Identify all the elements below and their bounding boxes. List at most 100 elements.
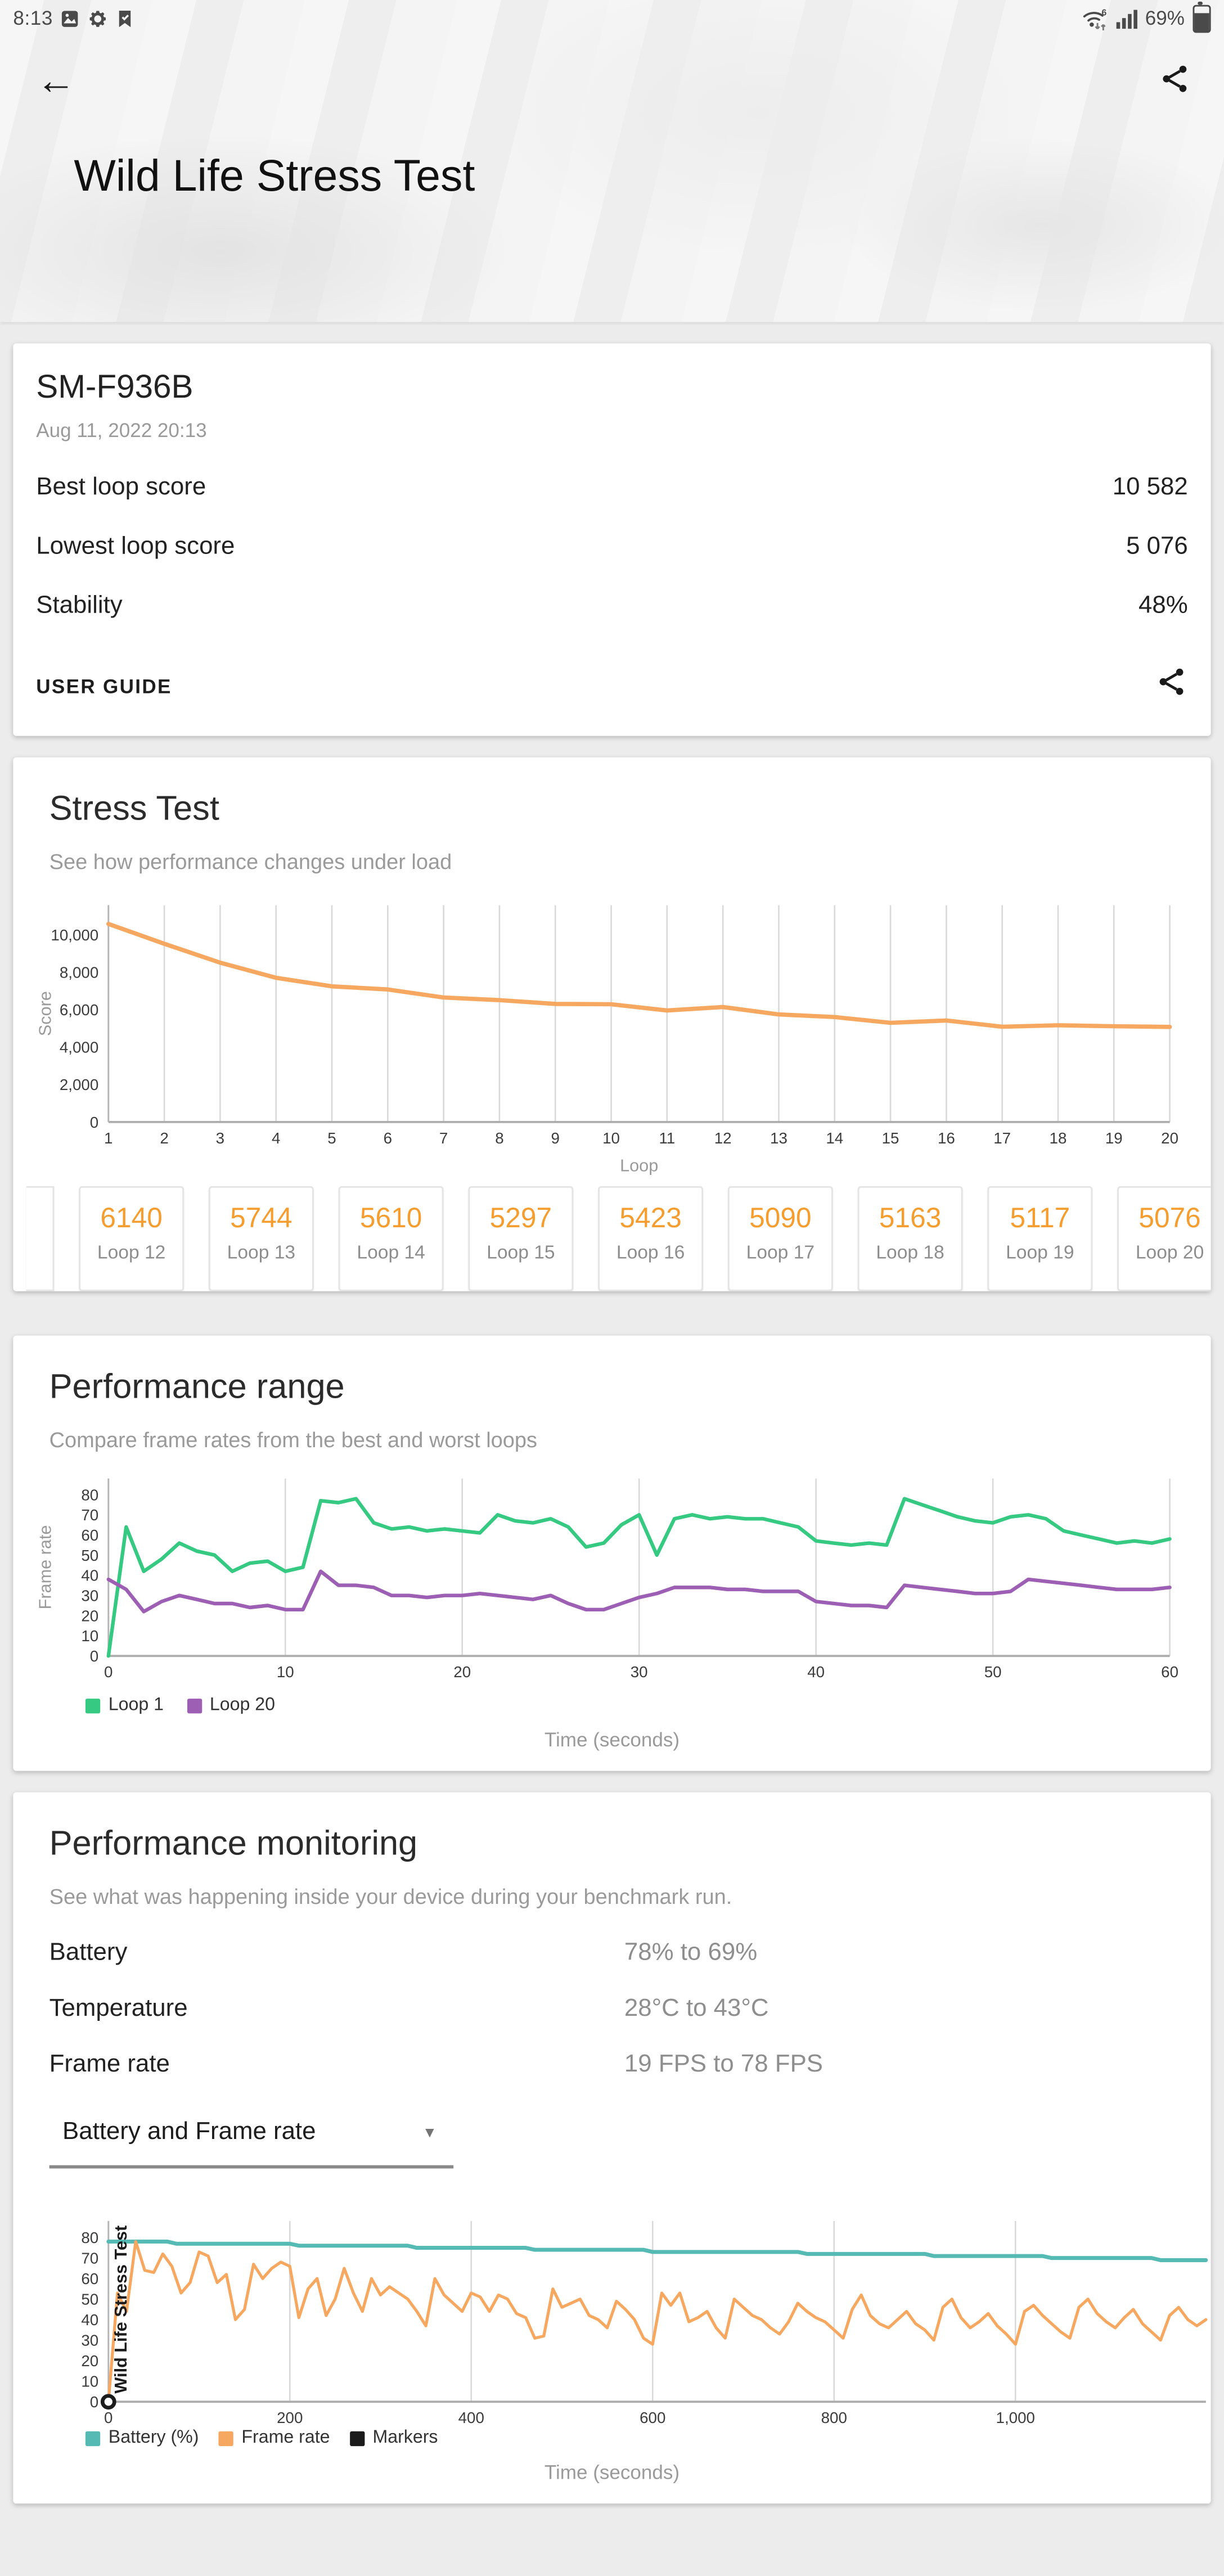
svg-text:0: 0	[90, 2393, 98, 2411]
svg-text:Frame rate: Frame rate	[36, 1525, 55, 1609]
chip-label: Loop 19	[1006, 1244, 1074, 1264]
best-loop-score-value: 10 582	[1112, 473, 1188, 501]
framerate-swatch	[218, 2430, 233, 2446]
svg-text:50: 50	[984, 1663, 1002, 1681]
svg-text:80: 80	[81, 1486, 98, 1503]
result-datetime: Aug 11, 2022 20:13	[36, 418, 207, 442]
loop-chip: 5610 Loop 14	[338, 1186, 444, 1291]
svg-text:12: 12	[714, 1129, 732, 1147]
svg-text:Score: Score	[36, 991, 55, 1036]
svg-text:60: 60	[81, 2270, 98, 2287]
svg-text:13: 13	[770, 1129, 788, 1147]
flag-check-icon	[115, 7, 135, 29]
legend-battery: Battery (%)	[85, 2428, 199, 2448]
svg-text:10: 10	[81, 2373, 98, 2390]
chip-label: Loop 13	[227, 1244, 296, 1264]
svg-text:400: 400	[458, 2409, 484, 2425]
back-button[interactable]: ←	[36, 59, 76, 104]
device-name: SM-F936B	[36, 370, 194, 406]
svg-text:8,000: 8,000	[60, 963, 98, 981]
performance-monitoring-subtitle: See what was happening inside your devic…	[49, 1884, 732, 1909]
range-x-axis-label: Time (seconds)	[544, 1728, 680, 1751]
chip-label: Loop 16	[616, 1244, 685, 1264]
stress-test-title: Stress Test	[49, 790, 219, 828]
lowest-loop-score-value: 5 076	[1126, 532, 1188, 560]
user-guide-button[interactable]: USER GUIDE	[36, 674, 172, 697]
performance-monitoring-card: Performance monitoring See what was happ…	[13, 1792, 1211, 2504]
svg-text:17: 17	[993, 1129, 1011, 1147]
chip-label: Loop 18	[876, 1244, 944, 1264]
result-summary-card: SM-F936B Aug 11, 2022 20:13 Best loop sc…	[13, 343, 1211, 736]
svg-text:70: 70	[81, 1506, 98, 1524]
stress-test-subtitle: See how performance changes under load	[49, 849, 452, 874]
svg-text:7: 7	[439, 1129, 448, 1147]
svg-text:14: 14	[826, 1129, 843, 1147]
chip-score: 5423	[619, 1203, 682, 1234]
battery-icon	[1192, 1, 1211, 32]
svg-text:6: 6	[384, 1129, 392, 1147]
svg-text:Wild Life Stress Test: Wild Life Stress Test	[111, 2226, 130, 2394]
legend-loop20: Loop 20	[186, 1695, 275, 1715]
svg-text:10: 10	[81, 1627, 98, 1645]
share-icon[interactable]	[1158, 62, 1191, 103]
clock: 8:13	[13, 6, 53, 30]
loop-chip: 5744 Loop 13	[208, 1186, 314, 1291]
temperature-row: Temperature 28°C to 43°C	[49, 1994, 769, 2023]
share-result-icon[interactable]	[1155, 665, 1187, 706]
monitoring-legend: Battery (%) Frame rate Markers	[85, 2428, 1211, 2448]
svg-text:0: 0	[90, 1647, 98, 1665]
wifi6-updown-icon: 6	[1081, 6, 1109, 30]
chip-label: Loop 17	[746, 1244, 815, 1264]
svg-text:10: 10	[602, 1129, 620, 1147]
loop-chip: 5423 Loop 16	[598, 1186, 704, 1291]
svg-text:9: 9	[551, 1129, 560, 1147]
best-loop-score-row: Best loop score 10 582	[36, 473, 1187, 501]
photo-icon	[60, 7, 81, 29]
lowest-loop-score-row: Lowest loop score 5 076	[36, 532, 1187, 560]
svg-text:3: 3	[216, 1129, 224, 1147]
chip-score: 5163	[879, 1203, 942, 1234]
svg-text:20: 20	[81, 2352, 98, 2370]
metric-dropdown[interactable]: Battery and Frame rate ▼	[49, 2118, 454, 2169]
svg-text:5: 5	[327, 1129, 336, 1147]
chip-score: 5090	[749, 1203, 812, 1234]
svg-text:50: 50	[81, 1547, 98, 1564]
legend-markers: Markers	[349, 2428, 438, 2448]
svg-text:1: 1	[104, 1129, 112, 1147]
svg-text:18: 18	[1050, 1129, 1067, 1147]
performance-range-title: Performance range	[49, 1368, 345, 1407]
chip-score: 5610	[359, 1203, 422, 1234]
stability-value: 48%	[1138, 591, 1188, 620]
svg-text:80: 80	[81, 2229, 98, 2246]
svg-text:2: 2	[160, 1129, 168, 1147]
loop-score-carousel[interactable]: 6140 Loop 12 5744 Loop 13 5610 Loop 14 5…	[13, 1186, 1211, 1291]
loop-chip: 5117 Loop 19	[987, 1186, 1093, 1291]
chevron-down-icon: ▼	[422, 2123, 437, 2140]
page-title: Wild Life Stress Test	[74, 151, 475, 201]
svg-text:20: 20	[453, 1663, 471, 1681]
loop-chip: 5090 Loop 17	[727, 1186, 833, 1291]
chip-label: Loop 14	[357, 1244, 425, 1264]
svg-text:60: 60	[1161, 1663, 1178, 1681]
svg-text:30: 30	[81, 2332, 98, 2349]
loop1-swatch	[85, 1697, 101, 1713]
svg-text:0: 0	[104, 1663, 112, 1681]
svg-text:200: 200	[277, 2409, 303, 2425]
loop-chip: 6140 Loop 12	[79, 1186, 184, 1291]
svg-text:30: 30	[631, 1663, 648, 1681]
svg-text:16: 16	[938, 1129, 955, 1147]
svg-text:8: 8	[495, 1129, 503, 1147]
svg-text:20: 20	[81, 1607, 98, 1624]
legend-loop1: Loop 1	[85, 1695, 164, 1715]
svg-text:30: 30	[81, 1587, 98, 1605]
loop-chip: 5297 Loop 15	[468, 1186, 574, 1291]
svg-text:11: 11	[659, 1129, 675, 1147]
chip-score: 5744	[230, 1203, 292, 1234]
svg-text:70: 70	[81, 2250, 98, 2267]
svg-text:10,000: 10,000	[51, 926, 98, 944]
chip-score: 5117	[1010, 1203, 1070, 1234]
stress-test-card: Stress Test See how performance changes …	[13, 757, 1211, 1291]
svg-text:Loop: Loop	[620, 1156, 658, 1176]
